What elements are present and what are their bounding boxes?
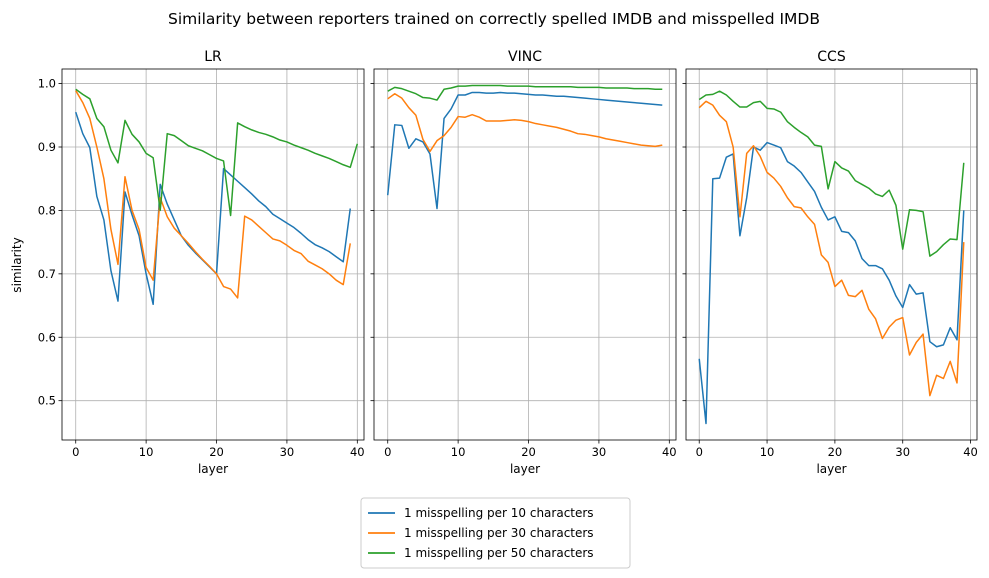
- x-tick-label: 0: [696, 445, 703, 459]
- panel-ccs: 0 10 20 30 40 CCS layer: [682, 49, 978, 476]
- series-line-2: [75, 90, 352, 299]
- series-line-3: [75, 88, 359, 217]
- x-tick-label: 40: [963, 445, 978, 459]
- legend-frame: [360, 497, 631, 569]
- y-tick-label: 0.6: [38, 330, 56, 344]
- x-tick-label: 10: [139, 445, 154, 459]
- x-tick-label: 10: [451, 445, 466, 459]
- legend-label-1: 1 misspelling per 10 characters: [404, 506, 594, 520]
- legend-label-2: 1 misspelling per 30 characters: [404, 526, 594, 540]
- x-tick-label: 10: [760, 445, 775, 459]
- x-tick-label: 30: [280, 445, 295, 459]
- panel-title: CCS: [817, 49, 846, 65]
- x-tick-label: 30: [592, 445, 607, 459]
- y-tick-label: 0.7: [38, 267, 56, 281]
- x-tick-label: 30: [895, 445, 910, 459]
- axes-frame: [61, 68, 365, 441]
- panel-lr: 0 10 20 30 40 0.5 0.6 0.7 0.8 0.9 1.0 LR layer: [38, 49, 365, 476]
- panel-title: LR: [204, 49, 222, 65]
- y-tick-label: 0.8: [38, 203, 56, 217]
- figure-title: Similarity between reporters trained on …: [168, 10, 820, 28]
- legend-label-3: 1 misspelling per 50 characters: [404, 546, 594, 560]
- series-line-3: [698, 90, 965, 257]
- x-tick-label: 20: [209, 445, 224, 459]
- x-axis-label: layer: [816, 462, 846, 476]
- series-line-1: [386, 91, 663, 210]
- series-line-3: [387, 84, 663, 101]
- x-tick-label: 20: [521, 445, 536, 459]
- x-tick-label: 40: [662, 445, 677, 459]
- x-axis-label: layer: [510, 462, 540, 476]
- x-axis-label: layer: [198, 462, 228, 476]
- x-tick-label: 40: [350, 445, 365, 459]
- y-tick-label: 0.5: [38, 394, 56, 408]
- series-line-2: [387, 92, 663, 153]
- series-line-2: [698, 100, 965, 397]
- series-line-1: [698, 141, 965, 425]
- y-tick-label: 0.9: [38, 140, 56, 154]
- panel-vinc: 0 10 20 30 40 VINC layer: [370, 49, 677, 476]
- legend: 1 misspelling per 10 characters 1 misspel…: [360, 497, 631, 569]
- y-axis-label: similarity: [10, 237, 24, 292]
- axes-frame: [373, 68, 677, 441]
- x-tick-label: 0: [384, 445, 391, 459]
- panel-title: VINC: [508, 49, 542, 65]
- x-tick-label: 20: [828, 445, 843, 459]
- axes-frame: [685, 68, 978, 441]
- x-tick-label: 0: [72, 445, 79, 459]
- y-tick-label: 1.0: [38, 77, 56, 91]
